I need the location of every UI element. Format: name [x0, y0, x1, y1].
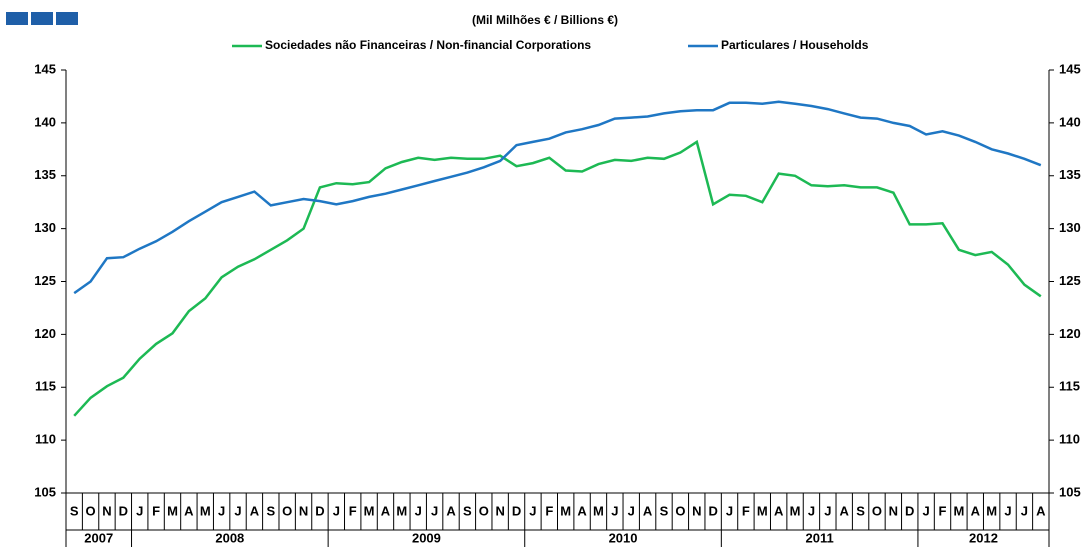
x-tick-label: A: [381, 503, 391, 518]
x-tick-label: M: [560, 503, 571, 518]
x-tick-label: O: [872, 503, 882, 518]
x-tick-label: J: [611, 503, 618, 518]
x-tick-label: M: [200, 503, 211, 518]
x-tick-label: M: [593, 503, 604, 518]
y2-tick-label: 105: [1059, 484, 1081, 499]
series-line: [73, 100, 1042, 295]
x-tick-label: N: [102, 503, 111, 518]
legend-label: Particulares / Households: [721, 38, 869, 52]
x-tick-label: F: [939, 503, 947, 518]
x-tick-label: J: [1021, 503, 1028, 518]
y2-tick-label: 145: [1059, 61, 1081, 76]
year-label: 2011: [806, 530, 834, 545]
x-tick-label: J: [431, 503, 438, 518]
y2-tick-label: 140: [1059, 114, 1081, 129]
x-tick-label: J: [415, 503, 422, 518]
x-tick-label: J: [1004, 503, 1011, 518]
x-tick-label: M: [953, 503, 964, 518]
x-tick-label: A: [840, 503, 850, 518]
x-tick-label: N: [495, 503, 504, 518]
x-tick-label: D: [315, 503, 324, 518]
x-tick-label: S: [463, 503, 472, 518]
x-tick-label: J: [529, 503, 536, 518]
x-tick-label: M: [986, 503, 997, 518]
y-tick-label: 135: [34, 167, 56, 182]
y-tick-label: 105: [34, 484, 56, 499]
year-label: 2010: [609, 530, 638, 545]
x-tick-label: O: [479, 503, 489, 518]
y-tick-label: 115: [35, 379, 56, 394]
x-tick-label: A: [971, 503, 981, 518]
x-tick-label: S: [856, 503, 865, 518]
x-tick-label: N: [889, 503, 898, 518]
x-tick-label: M: [396, 503, 407, 518]
x-tick-label: S: [660, 503, 669, 518]
y-tick-label: 145: [34, 61, 56, 76]
x-tick-label: D: [708, 503, 717, 518]
year-label: 2007: [84, 530, 113, 545]
x-tick-label: A: [1036, 503, 1046, 518]
x-tick-label: F: [349, 503, 357, 518]
y-tick-label: 110: [35, 432, 56, 447]
y-tick-label: 120: [34, 326, 56, 341]
x-tick-label: S: [70, 503, 79, 518]
year-label: 2009: [412, 530, 441, 545]
x-tick-label: J: [808, 503, 815, 518]
x-tick-label: F: [545, 503, 553, 518]
y2-tick-label: 130: [1059, 220, 1081, 235]
x-tick-label: J: [726, 503, 733, 518]
x-tick-label: J: [628, 503, 635, 518]
x-tick-label: A: [184, 503, 194, 518]
x-tick-label: O: [675, 503, 685, 518]
x-tick-label: N: [692, 503, 701, 518]
x-tick-label: A: [643, 503, 653, 518]
x-tick-label: J: [234, 503, 241, 518]
x-tick-label: M: [167, 503, 178, 518]
legend-label: Sociedades não Financeiras / Non-financi…: [265, 38, 591, 52]
x-tick-label: M: [790, 503, 801, 518]
series-line: [73, 139, 1042, 417]
y-tick-label: 130: [34, 220, 56, 235]
x-tick-label: F: [742, 503, 750, 518]
y2-tick-label: 120: [1059, 326, 1081, 341]
y-tick-label: 140: [34, 114, 56, 129]
x-tick-label: A: [577, 503, 587, 518]
x-tick-label: D: [512, 503, 521, 518]
x-tick-label: D: [119, 503, 128, 518]
x-tick-label: J: [136, 503, 143, 518]
x-tick-label: J: [218, 503, 225, 518]
chart-subtitle: (Mil Milhões € / Billions €): [472, 13, 618, 27]
x-tick-label: D: [905, 503, 914, 518]
x-tick-label: A: [250, 503, 260, 518]
y2-tick-label: 125: [1059, 273, 1081, 288]
x-tick-label: M: [757, 503, 768, 518]
x-tick-label: N: [299, 503, 308, 518]
y2-tick-label: 115: [1059, 379, 1080, 394]
x-tick-label: S: [266, 503, 275, 518]
x-tick-label: M: [364, 503, 375, 518]
x-tick-label: O: [282, 503, 292, 518]
year-label: 2012: [969, 530, 998, 545]
y2-tick-label: 135: [1059, 167, 1081, 182]
y-tick-label: 125: [34, 273, 56, 288]
x-tick-label: J: [333, 503, 340, 518]
year-label: 2008: [215, 530, 244, 545]
x-tick-label: J: [923, 503, 930, 518]
x-tick-label: O: [86, 503, 96, 518]
x-tick-label: A: [774, 503, 784, 518]
y2-tick-label: 110: [1059, 432, 1080, 447]
x-tick-label: J: [824, 503, 831, 518]
x-tick-label: F: [152, 503, 160, 518]
logo: [6, 12, 78, 25]
x-tick-label: A: [446, 503, 456, 518]
